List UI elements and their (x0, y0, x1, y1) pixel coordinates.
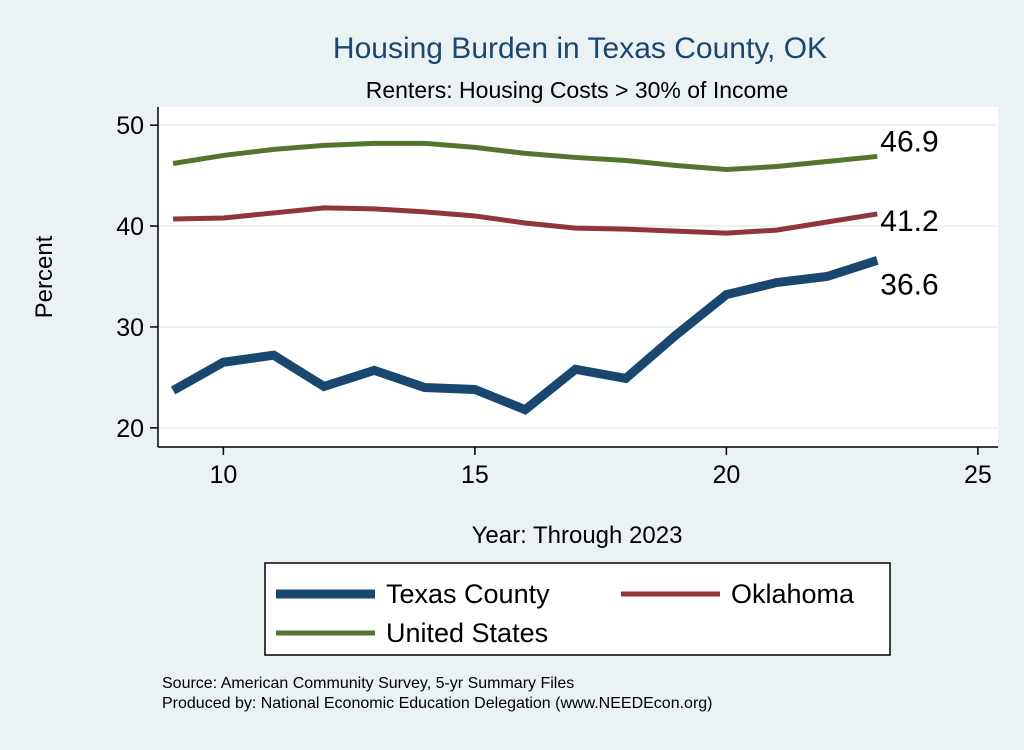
y-tick-label: 20 (116, 415, 144, 443)
end-value-label: 36.6 (880, 268, 938, 301)
x-tick-label: 25 (964, 461, 992, 489)
y-tick-label: 40 (116, 213, 144, 241)
series-line-oklahoma (173, 205, 878, 236)
y-axis-label: Percent (31, 235, 58, 318)
chart-title: Housing Burden in Texas County, OK (333, 32, 827, 65)
end-value-label: 46.9 (880, 125, 938, 158)
x-tick-label: 15 (461, 461, 489, 489)
legend-label-united-states: United States (386, 618, 548, 648)
chart-subtitle: Renters: Housing Costs > 30% of Income (366, 77, 789, 103)
y-tick-label: 30 (116, 314, 144, 342)
y-tick-label: 50 (116, 112, 144, 140)
series-line-texas-county (170, 256, 879, 415)
source-note: Source: American Community Survey, 5-yr … (162, 675, 574, 692)
legend: Texas County Oklahoma United States (264, 562, 891, 656)
producer-note: Produced by: National Economic Education… (162, 695, 713, 712)
series-line-united-states (172, 140, 878, 173)
x-axis-label: Year: Through 2023 (472, 522, 683, 549)
x-tick-label: 10 (209, 461, 237, 489)
end-value-label: 41.2 (880, 205, 938, 238)
legend-label-oklahoma: Oklahoma (731, 579, 855, 609)
plot-area (158, 107, 998, 447)
x-tick-label: 20 (712, 461, 740, 489)
legend-label-texas-county: Texas County (386, 579, 550, 609)
